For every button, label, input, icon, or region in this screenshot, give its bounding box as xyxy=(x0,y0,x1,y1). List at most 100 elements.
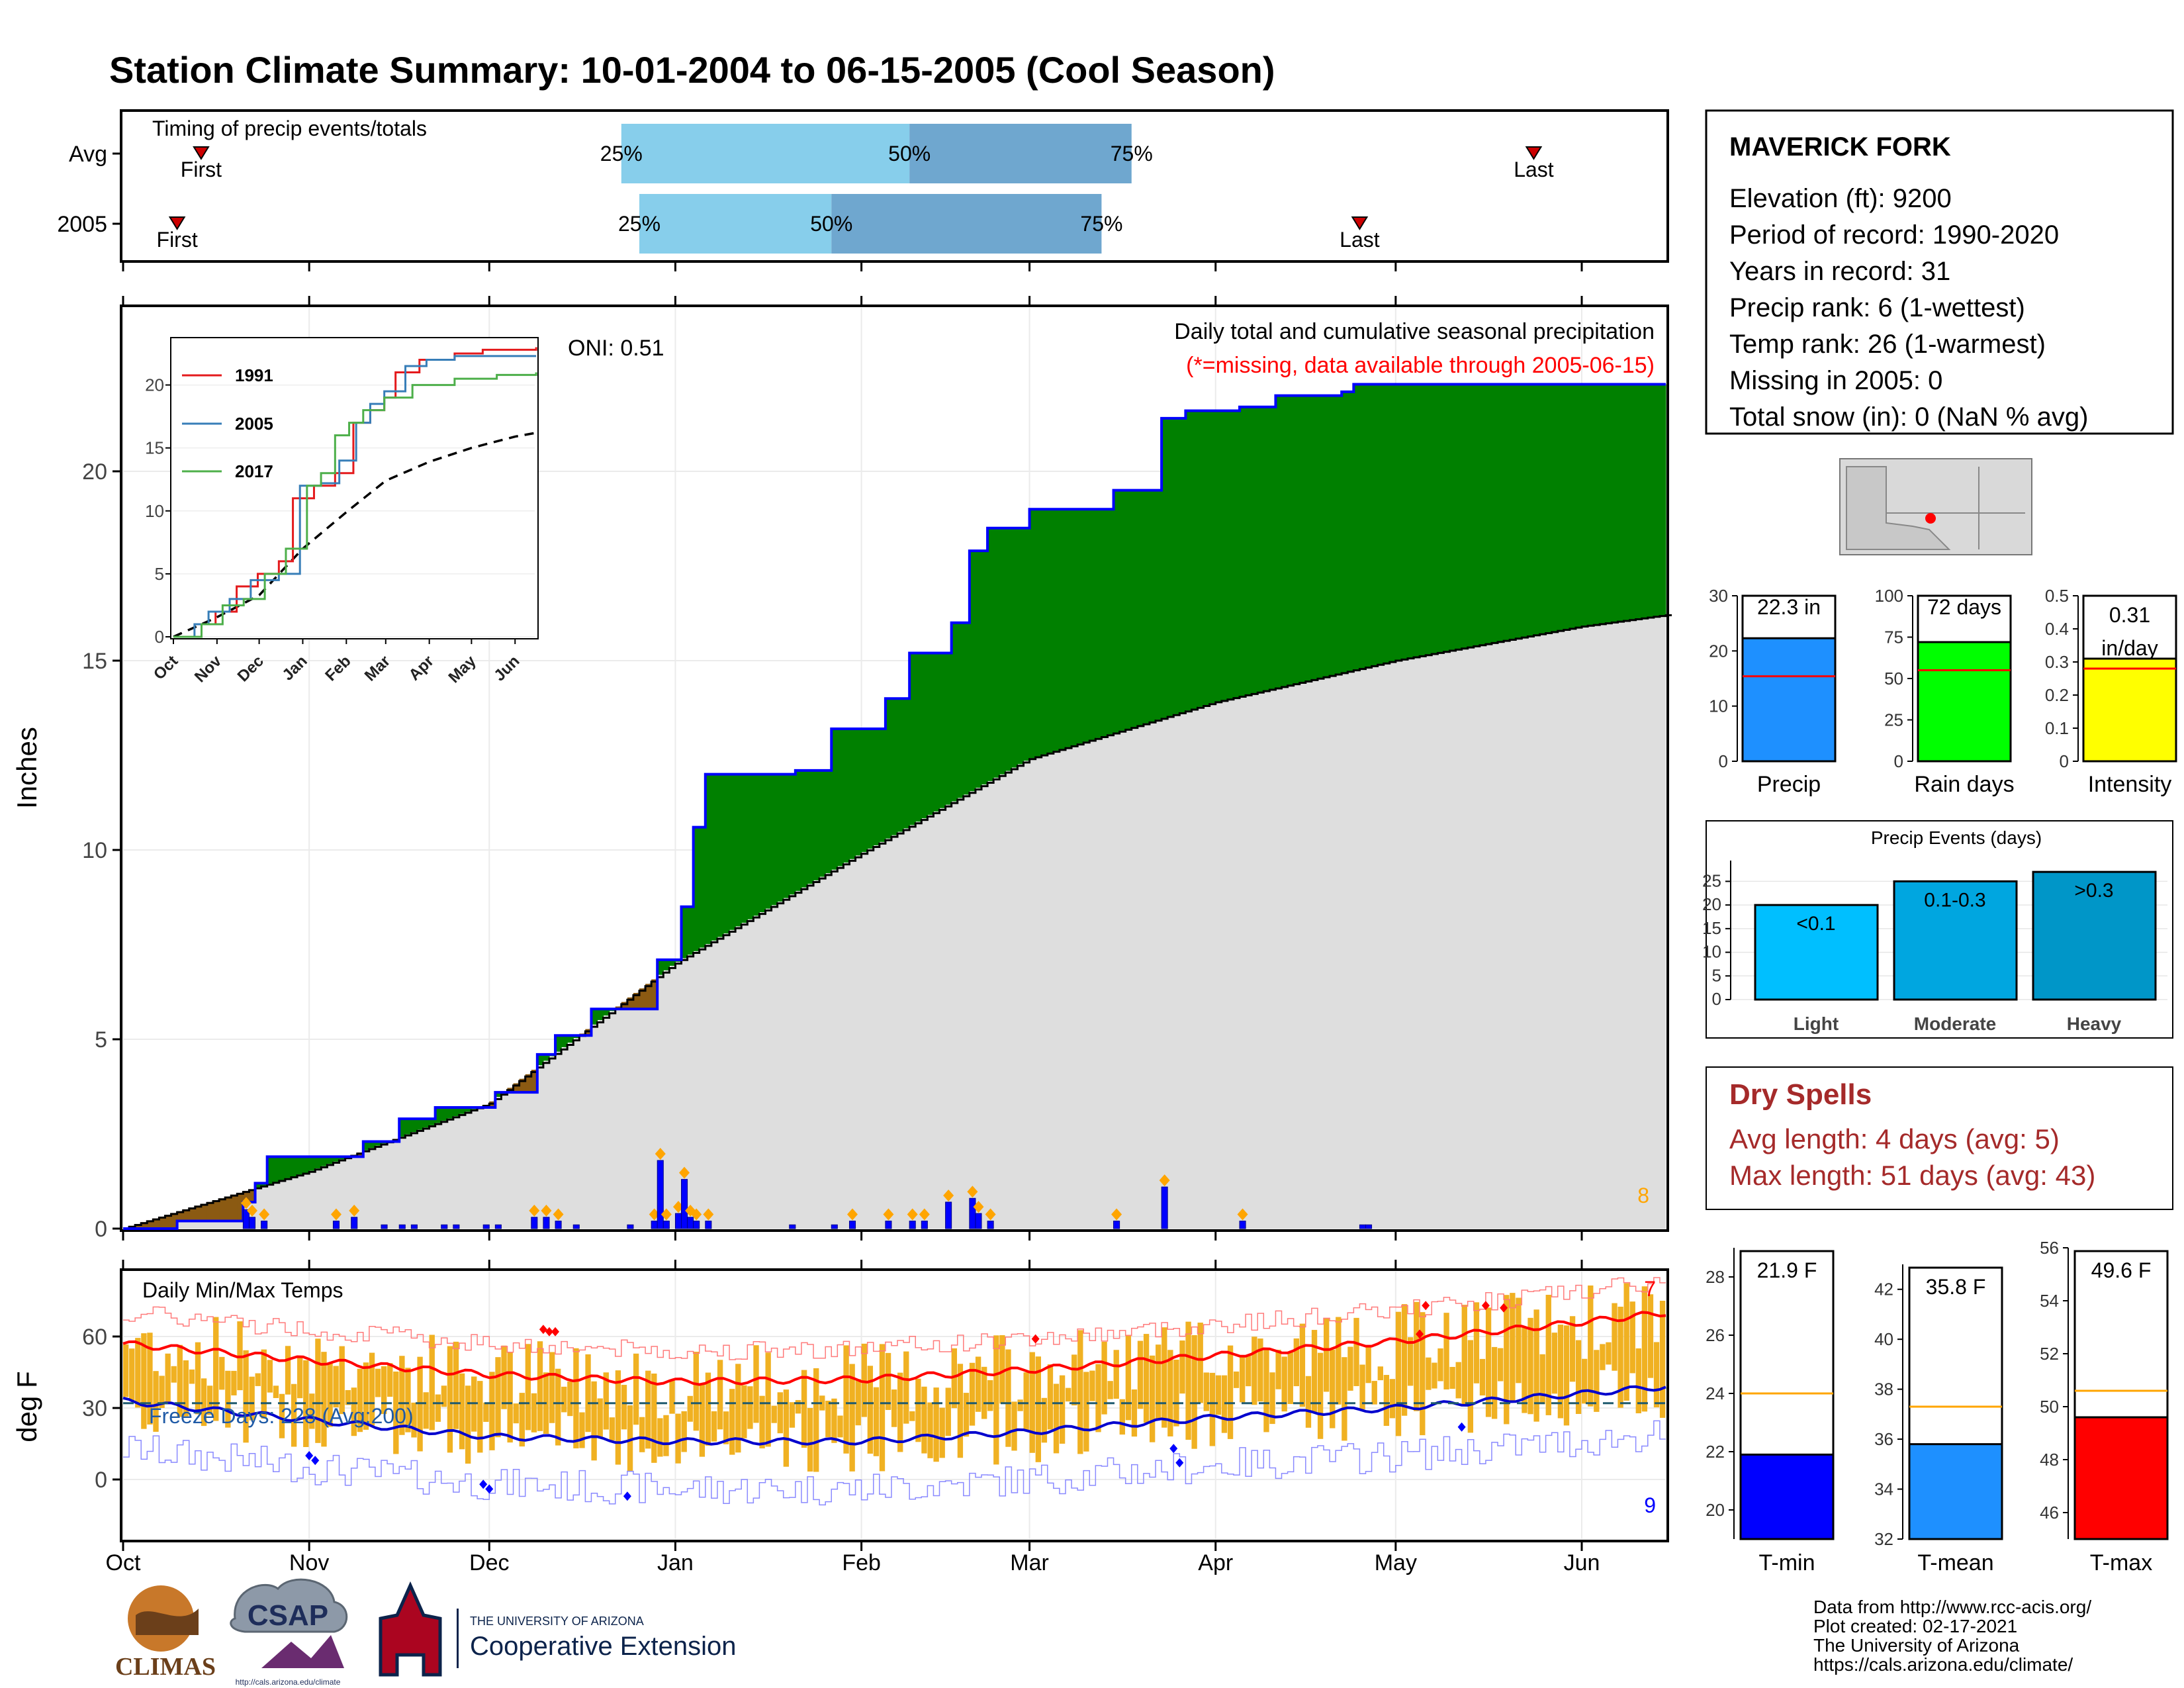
above-average-fill xyxy=(1275,395,1283,688)
above-average-fill xyxy=(429,1119,436,1125)
above-average-fill xyxy=(717,774,724,937)
daily-temp-bar xyxy=(1053,1383,1060,1454)
summary-tick-label: 0.5 xyxy=(2045,586,2069,606)
above-average-fill xyxy=(981,551,988,785)
daily-temp-bar xyxy=(291,1383,297,1447)
above-average-fill xyxy=(1251,406,1258,694)
record-low-marker xyxy=(305,1451,314,1460)
daily-temp-bar xyxy=(411,1402,417,1438)
daily-temp-bar xyxy=(555,1368,561,1446)
above-average-fill xyxy=(1407,384,1414,658)
above-average-fill xyxy=(1113,490,1120,733)
month-axis: Oct Nov Dec Jan Feb Mar Apr May Jun xyxy=(106,1550,1600,1575)
temp-summary-category-label: T-min xyxy=(1759,1550,1815,1575)
events-tick-label: 10 xyxy=(1702,942,1721,962)
temp-title: Daily Min/Max Temps xyxy=(142,1278,343,1302)
daily-temp-bar xyxy=(206,1385,213,1415)
daily-temp-bar xyxy=(921,1386,927,1454)
above-average-fill xyxy=(327,1156,334,1164)
above-average-fill xyxy=(825,770,832,874)
daily-temp-bar xyxy=(1449,1366,1455,1389)
above-average-fill xyxy=(465,1107,472,1112)
daily-temp-bar xyxy=(687,1395,693,1422)
daily-precip-bar xyxy=(572,1224,580,1229)
above-average-fill xyxy=(1504,384,1510,641)
daily-precip-bar xyxy=(831,1224,838,1229)
daily-precip-bar xyxy=(398,1224,406,1229)
daily-temp-bar xyxy=(405,1368,411,1432)
temp-high-extreme-count: 7 xyxy=(1644,1277,1656,1301)
daily-precip-bar xyxy=(543,1217,550,1229)
daily-temp-bar xyxy=(429,1335,435,1430)
daily-temp-bar xyxy=(1209,1372,1216,1446)
daily-precip-bar xyxy=(909,1221,916,1229)
timing-box-lower xyxy=(639,194,832,254)
daily-temp-bar xyxy=(1240,1355,1246,1403)
month-label-jun: Jun xyxy=(1564,1550,1600,1575)
below-average-fill xyxy=(513,1083,520,1093)
above-average-fill xyxy=(1365,384,1373,667)
precip-ytick-label: 0 xyxy=(95,1217,107,1242)
summary-tick-label: 0.2 xyxy=(2045,685,2069,705)
daily-temp-bar xyxy=(189,1369,195,1384)
above-average-fill xyxy=(747,774,754,919)
daily-temp-bar xyxy=(453,1341,459,1429)
inset-ytick-label: 5 xyxy=(155,564,164,584)
above-average-fill xyxy=(1041,509,1048,755)
extreme-precip-marker xyxy=(703,1208,714,1221)
daily-temp-bar xyxy=(1342,1357,1347,1441)
above-average-fill xyxy=(855,728,862,856)
above-average-fill xyxy=(843,728,850,863)
daily-temp-bar xyxy=(915,1378,921,1442)
record-low-marker xyxy=(1457,1422,1466,1432)
above-average-fill xyxy=(1522,384,1528,637)
csap-logo-url: http://cals.arizona.edu/climate xyxy=(236,1677,341,1687)
summary-tick-label: 0 xyxy=(1719,751,1728,771)
daily-temp-bar xyxy=(1498,1348,1504,1382)
below-average-fill xyxy=(651,979,658,1009)
temp-summary-category-label: T-max xyxy=(2090,1550,2152,1575)
daily-temp-bar xyxy=(813,1368,819,1472)
daily-temp-bar xyxy=(1077,1330,1083,1454)
above-average-fill xyxy=(399,1119,406,1137)
above-average-fill xyxy=(1209,410,1216,704)
timing-first-label: First xyxy=(157,228,198,252)
below-average-fill xyxy=(135,1224,142,1229)
temp-summary-bar-t-min xyxy=(1739,1453,1835,1540)
daily-temp-bar xyxy=(585,1354,591,1432)
above-average-fill xyxy=(1233,410,1240,698)
above-average-fill xyxy=(1156,490,1162,720)
above-average-fill xyxy=(417,1119,424,1130)
inset-ytick-label: 15 xyxy=(145,438,164,458)
daily-temp-bar xyxy=(1371,1381,1377,1405)
above-average-fill xyxy=(537,1054,544,1066)
above-average-fill xyxy=(945,653,952,805)
temp-summary-tick-label: 28 xyxy=(1706,1267,1725,1287)
above-average-fill xyxy=(1617,384,1625,622)
inset-frame xyxy=(170,337,539,639)
summary-tick-label: 50 xyxy=(1884,669,1903,688)
extreme-precip-marker xyxy=(679,1166,690,1179)
above-average-fill xyxy=(1449,384,1457,651)
temp-ylabel: deg F xyxy=(11,1371,42,1442)
events-tick-label: 25 xyxy=(1702,870,1721,890)
climas-logo-landscape xyxy=(136,1609,199,1635)
inset-legend-label: 2005 xyxy=(235,414,273,434)
daily-temp-bar xyxy=(807,1408,813,1472)
temp-tick-label: 0 xyxy=(95,1468,107,1493)
below-average-fill xyxy=(621,1002,628,1009)
above-average-fill xyxy=(1035,509,1042,757)
daily-temp-bar xyxy=(1246,1354,1251,1387)
daily-temp-bar xyxy=(1071,1354,1077,1406)
inset-ytick-label: 10 xyxy=(145,501,164,521)
daily-temp-bar xyxy=(1401,1304,1408,1416)
daily-temp-bar xyxy=(1414,1301,1420,1411)
daily-temp-bar xyxy=(1623,1283,1629,1401)
daily-temp-bar xyxy=(273,1385,279,1398)
above-average-fill xyxy=(873,728,880,845)
above-average-fill xyxy=(1257,406,1264,692)
daily-temp-bar xyxy=(747,1386,753,1429)
daily-temp-bar xyxy=(663,1415,669,1456)
daily-temp-bar xyxy=(513,1403,519,1424)
daily-precip-bar xyxy=(1365,1224,1373,1229)
